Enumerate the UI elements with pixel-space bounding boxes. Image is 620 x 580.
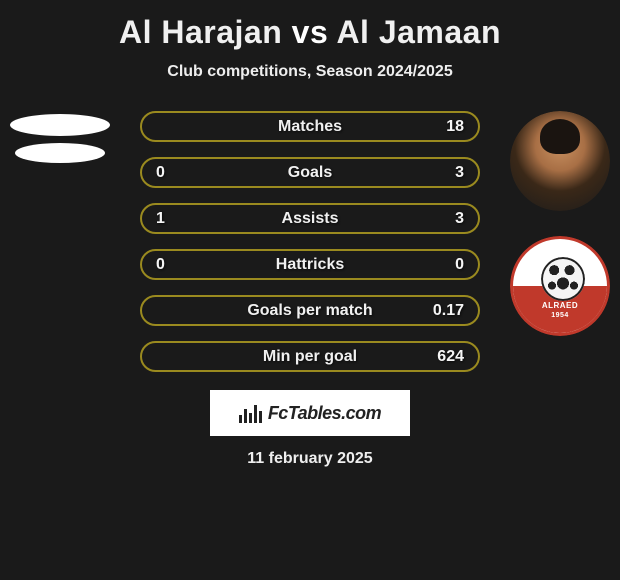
stats-list: Matches 18 0 Goals 3 1 Assists 3 0 Hattricks 0 Goal… xyxy=(140,111,480,372)
placeholder-shape xyxy=(15,143,105,163)
stat-right-value: 3 xyxy=(424,164,464,182)
stat-row: 0 Goals 3 xyxy=(140,157,480,188)
stat-right-value: 18 xyxy=(424,118,464,136)
stat-label: Assists xyxy=(282,210,339,228)
stat-row: Min per goal 624 xyxy=(140,341,480,372)
stat-left-value: 0 xyxy=(156,164,196,182)
player2-avatar xyxy=(510,111,610,211)
comparison-card: Al Harajan vs Al Jamaan Club competition… xyxy=(0,0,620,478)
vs-text: vs xyxy=(292,14,329,50)
bars-icon xyxy=(239,403,262,423)
stat-row: 1 Assists 3 xyxy=(140,203,480,234)
stat-right-value: 0.17 xyxy=(424,302,464,320)
brand-text: FcTables.com xyxy=(268,403,381,424)
page-title: Al Harajan vs Al Jamaan xyxy=(119,14,501,51)
left-avatars xyxy=(10,111,110,166)
stat-right-value: 624 xyxy=(424,348,464,366)
stat-row: Matches 18 xyxy=(140,111,480,142)
stat-label: Hattricks xyxy=(276,256,344,274)
right-avatars: ALRAED 1954 xyxy=(510,111,610,361)
stat-row: Goals per match 0.17 xyxy=(140,295,480,326)
stat-label: Goals per match xyxy=(247,302,372,320)
player1-name: Al Harajan xyxy=(119,14,282,50)
soccer-ball-icon xyxy=(541,257,585,301)
subtitle: Club competitions, Season 2024/2025 xyxy=(167,63,452,81)
stat-label: Goals xyxy=(288,164,332,182)
player2-name: Al Jamaan xyxy=(336,14,501,50)
brand-logo[interactable]: FcTables.com xyxy=(210,390,410,436)
stat-left-value: 0 xyxy=(156,256,196,274)
player2-club-badge: ALRAED 1954 xyxy=(510,236,610,336)
player-photo-icon xyxy=(510,111,610,211)
stats-area: Matches 18 0 Goals 3 1 Assists 3 0 Hattricks 0 Goal… xyxy=(0,111,620,372)
stat-right-value: 3 xyxy=(424,210,464,228)
player1-avatar-placeholder xyxy=(10,111,110,166)
footer-date: 11 february 2025 xyxy=(247,450,372,468)
placeholder-shape xyxy=(10,114,110,136)
stat-label: Min per goal xyxy=(263,348,357,366)
stat-row: 0 Hattricks 0 xyxy=(140,249,480,280)
stat-right-value: 0 xyxy=(424,256,464,274)
stat-left-value: 1 xyxy=(156,210,196,228)
club-badge-text: ALRAED 1954 xyxy=(513,301,607,319)
club-badge-icon: ALRAED 1954 xyxy=(510,236,610,336)
stat-label: Matches xyxy=(278,118,342,136)
